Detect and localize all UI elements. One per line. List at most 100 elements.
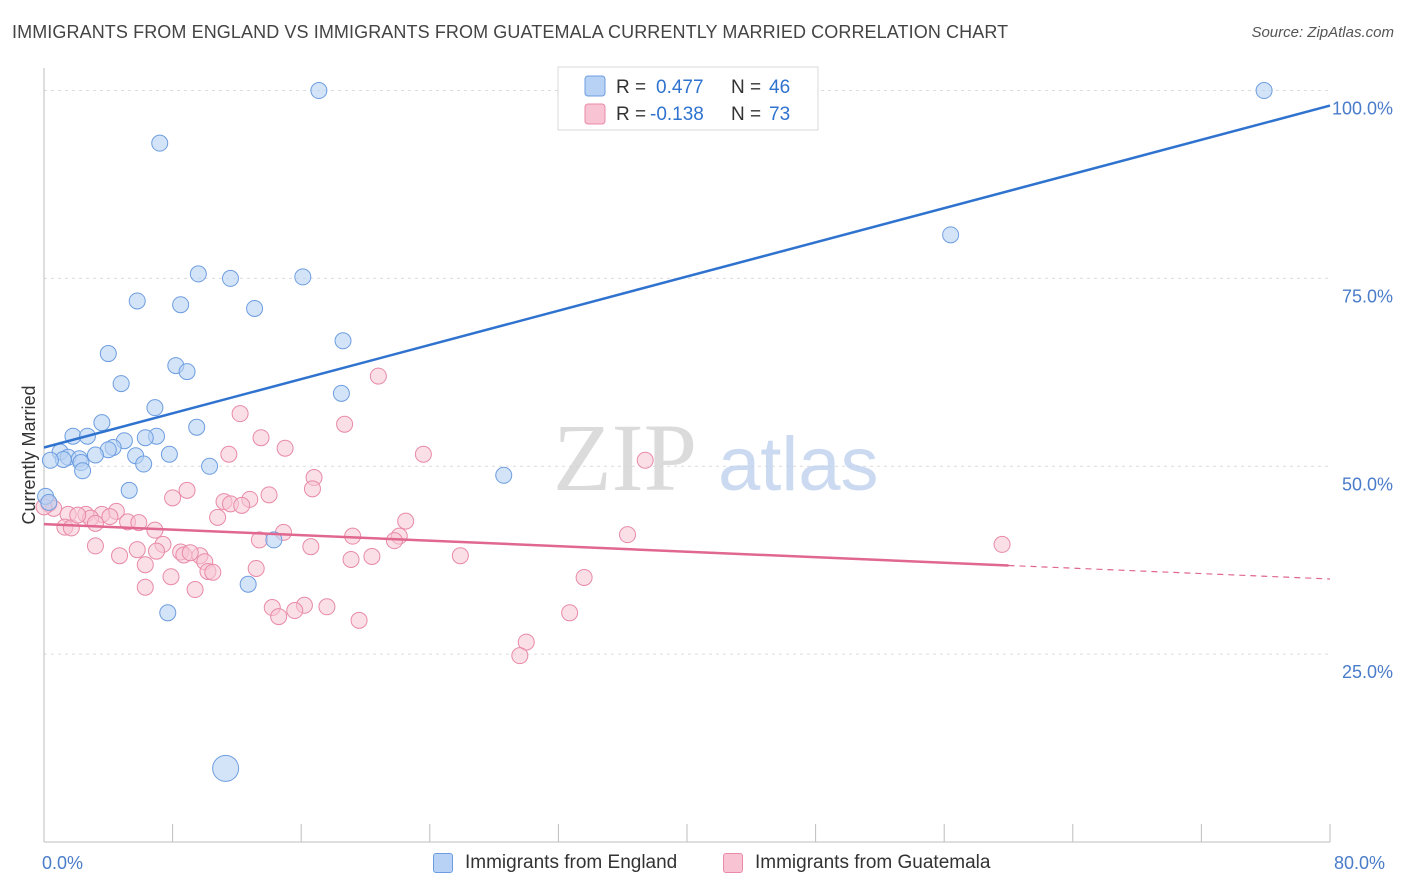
england-point <box>128 292 146 310</box>
england-point <box>201 457 219 475</box>
guatemala-point <box>619 526 637 544</box>
watermark-zip: ZIP <box>553 404 697 511</box>
guatemala-point <box>181 544 199 562</box>
legend-bottom-guatemala-label: Immigrants from Guatemala <box>755 852 991 873</box>
guatemala-point <box>369 367 387 385</box>
england-trend-line <box>43 104 1331 449</box>
guatemala-point <box>993 535 1011 553</box>
guatemala-point <box>260 486 278 504</box>
guatemala-point <box>414 445 432 463</box>
guatemala-point <box>350 611 368 629</box>
england-point <box>99 345 117 363</box>
guatemala-point <box>101 508 119 526</box>
guatemala-trend-line <box>43 522 1009 567</box>
legend-bottom-swatch-england <box>433 853 453 873</box>
england-point <box>246 299 264 317</box>
trend-lines <box>43 104 1331 580</box>
guatemala-point <box>148 542 166 560</box>
y-tick-label: 50.0% <box>1342 474 1393 494</box>
guatemala-point <box>451 547 469 565</box>
legend-guatemala-n-label: N = <box>731 104 761 125</box>
guatemala-point <box>397 512 415 530</box>
y-tick-label: 75.0% <box>1342 286 1393 306</box>
legend-bottom-england-label: Immigrants from England <box>465 852 678 873</box>
guatemala-point <box>247 559 265 577</box>
england-point <box>74 462 92 480</box>
england-point <box>120 481 138 499</box>
legend-england-r-value: 0.477 <box>656 77 704 98</box>
england-point <box>146 399 164 417</box>
watermark: ZIP atlas <box>553 404 879 511</box>
legend-top: R = 0.477 N = 46 R = -0.138 N = 73 <box>557 66 819 131</box>
guatemala-point <box>69 506 87 524</box>
england-point <box>1255 82 1273 100</box>
guatemala-trend-extension <box>1008 564 1331 580</box>
legend-guatemala-r-value: -0.138 <box>650 104 704 125</box>
x-tick-min: 0.0% <box>42 853 84 873</box>
source-label: Source: ZipAtlas.com <box>1251 24 1394 41</box>
guatemala-point <box>302 538 320 556</box>
series-guatemala-points <box>35 367 1011 665</box>
legend-swatch-guatemala <box>584 103 606 125</box>
guatemala-point <box>342 550 360 568</box>
england-point <box>86 446 104 464</box>
england-point <box>189 265 207 283</box>
england-point <box>159 604 177 622</box>
england-point <box>112 375 130 393</box>
guatemala-point <box>204 563 222 581</box>
legend-swatch-england <box>584 75 606 97</box>
guatemala-point <box>511 647 529 665</box>
guatemala-point <box>231 405 249 423</box>
guatemala-point <box>286 602 304 620</box>
england-point <box>178 363 196 381</box>
legend-england-n-value: 46 <box>769 77 790 98</box>
england-point <box>221 269 239 287</box>
england-point <box>136 429 154 447</box>
guatemala-point <box>385 532 403 550</box>
england-point <box>172 296 190 314</box>
guatemala-point <box>636 451 654 469</box>
guatemala-point <box>136 578 154 596</box>
england-point <box>310 82 328 100</box>
guatemala-point <box>252 429 270 447</box>
y-tick-labels: 25.0% 50.0% 75.0% 100.0% <box>1332 99 1393 683</box>
guatemala-point <box>220 445 238 463</box>
series-england-points <box>37 82 1273 782</box>
y-tick-label: 100.0% <box>1332 99 1393 119</box>
guatemala-point <box>178 481 196 499</box>
guatemala-point <box>270 608 288 626</box>
guatemala-point <box>162 568 180 586</box>
legend-bottom-guatemala: Immigrants from Guatemala <box>723 852 990 874</box>
england-point <box>294 268 312 286</box>
legend-england-n-label: N = <box>731 77 761 98</box>
guatemala-point <box>303 480 321 498</box>
watermark-atlas: atlas <box>718 422 879 507</box>
guatemala-point <box>363 547 381 565</box>
england-point <box>160 445 178 463</box>
guatemala-point <box>575 568 593 586</box>
england-point <box>135 455 153 473</box>
x-tick-max: 80.0% <box>1334 853 1386 873</box>
england-point <box>212 754 240 782</box>
guatemala-point <box>336 415 354 433</box>
grid-lines <box>44 90 1330 655</box>
guatemala-point <box>111 547 129 565</box>
guatemala-point <box>561 604 579 622</box>
england-point <box>332 384 350 402</box>
england-point <box>239 575 257 593</box>
legend-guatemala-n-value: 73 <box>769 104 790 125</box>
england-point <box>151 134 169 152</box>
chart-title: IMMIGRANTS FROM ENGLAND VS IMMIGRANTS FR… <box>12 22 1009 42</box>
guatemala-point <box>86 537 104 555</box>
legend-guatemala-r-label: R = <box>616 104 646 125</box>
england-point <box>188 418 206 436</box>
england-point <box>495 466 513 484</box>
y-tick-label: 25.0% <box>1342 662 1393 682</box>
y-axis-label: Currently Married <box>19 385 39 524</box>
legend-bottom: Immigrants from England Immigrants from … <box>0 852 1406 878</box>
legend-bottom-swatch-guatemala <box>723 853 743 873</box>
guatemala-point <box>209 508 227 526</box>
england-point <box>93 414 111 432</box>
guatemala-point <box>233 496 251 514</box>
